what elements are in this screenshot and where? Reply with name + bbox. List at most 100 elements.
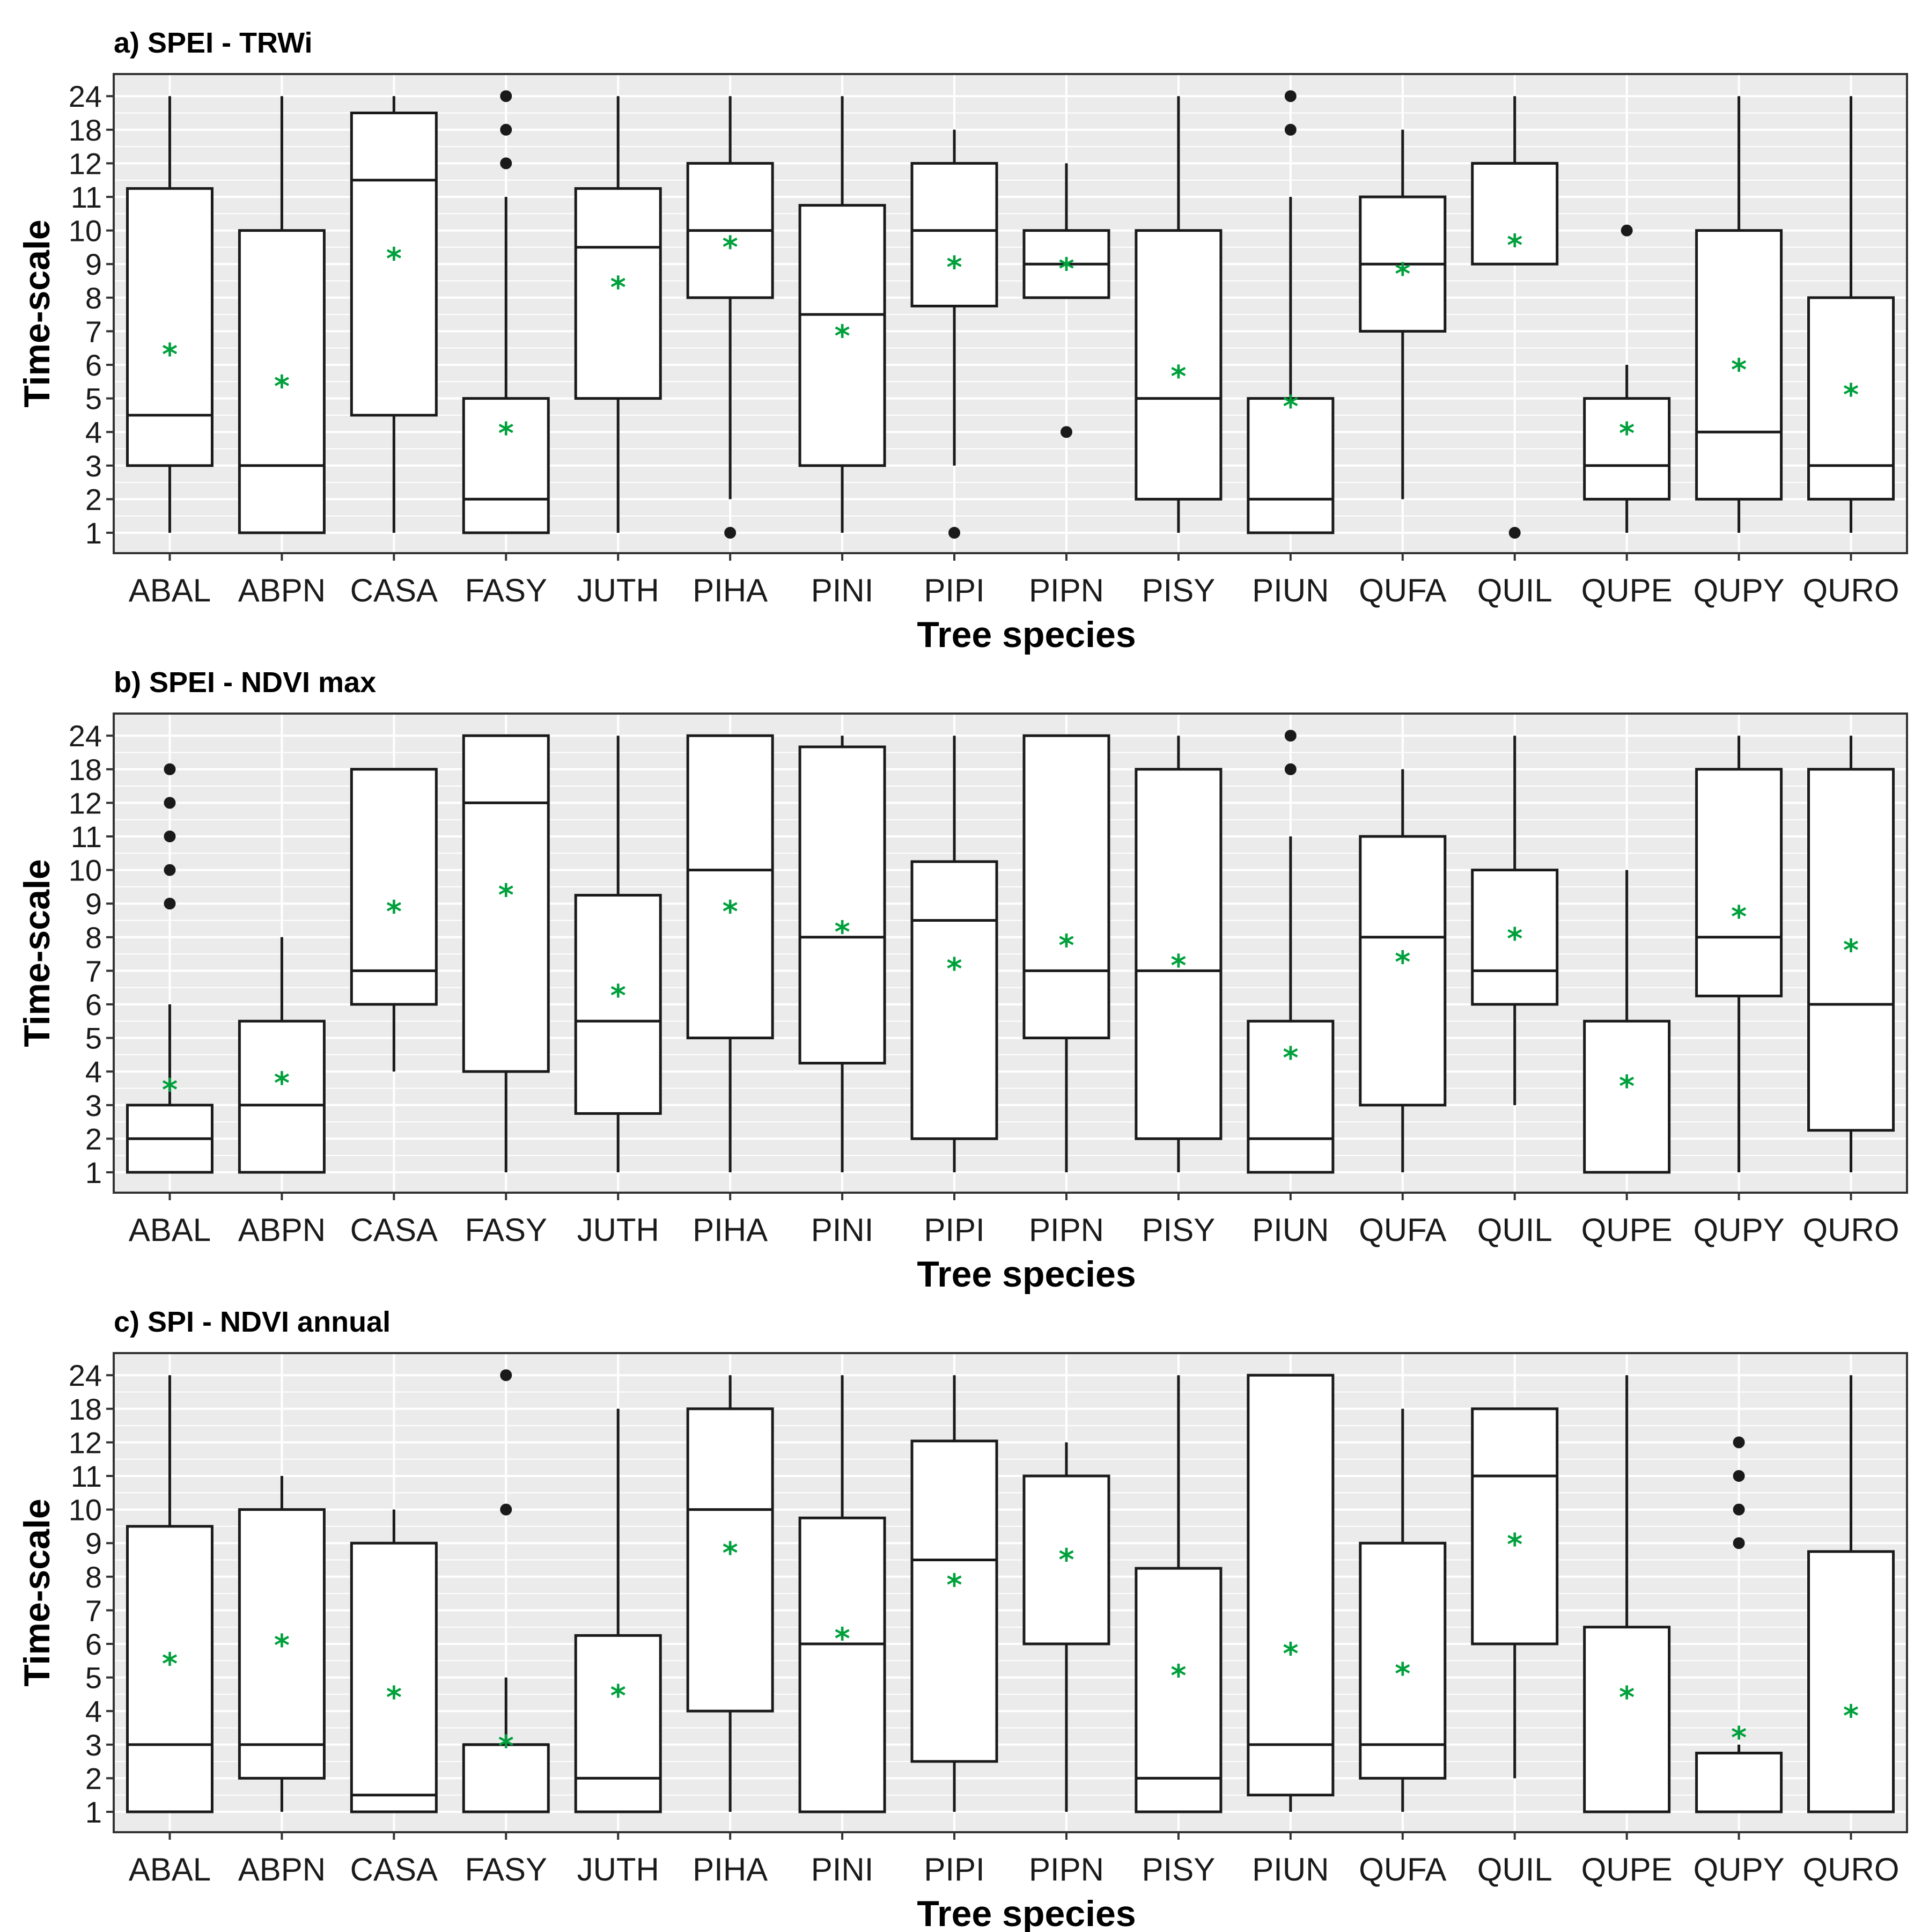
x-tick-label: PIUN — [1252, 1212, 1329, 1248]
y-tick-label: 10 — [69, 214, 102, 248]
y-tick-label: 10 — [69, 854, 102, 887]
y-tick-label: 3 — [85, 449, 102, 483]
outlier-point — [500, 123, 512, 136]
outlier-point — [1508, 527, 1521, 539]
mean-marker: * — [1395, 945, 1410, 980]
x-tick-label: PISY — [1142, 572, 1216, 608]
x-tick-label: QUIL — [1477, 572, 1552, 608]
x-tick-label: PIUN — [1252, 572, 1329, 608]
mean-marker: * — [1843, 934, 1859, 968]
box-iqr — [686, 734, 774, 1040]
mean-marker: * — [834, 1621, 850, 1656]
box-iqr — [126, 187, 213, 467]
box-iqr — [350, 1541, 438, 1813]
mean-marker: * — [1058, 252, 1074, 287]
mean-marker: * — [386, 1680, 402, 1715]
x-axis-title: Tree species — [917, 1893, 1136, 1932]
box-iqr — [1583, 1019, 1671, 1174]
x-tick-label: PINI — [811, 572, 874, 608]
mean-marker: * — [610, 1679, 626, 1714]
outlier-point — [500, 90, 512, 102]
box-iqr — [126, 1525, 213, 1813]
box-iqr — [574, 1634, 662, 1813]
y-tick-label: 1 — [85, 516, 102, 550]
y-tick-label: 6 — [85, 348, 102, 382]
box-iqr — [1471, 1407, 1559, 1645]
outlier-point — [1733, 1470, 1745, 1482]
box-iqr — [574, 187, 662, 400]
box-iqr — [1695, 768, 1783, 997]
mean-marker: * — [723, 895, 738, 930]
x-tick-label: QUPY — [1694, 572, 1785, 608]
mean-marker: * — [498, 878, 514, 913]
x-tick-label: FASY — [465, 1212, 547, 1248]
box-iqr — [1807, 1550, 1895, 1813]
box-iqr — [798, 204, 886, 467]
box-iqr — [238, 229, 326, 534]
box-iqr — [1135, 229, 1223, 501]
mean-marker: * — [1843, 378, 1859, 413]
x-tick-label: QUFA — [1359, 1212, 1446, 1248]
x-tick-label: PIPN — [1029, 1852, 1104, 1887]
panel-border — [113, 1352, 1908, 1833]
y-tick-label: 24 — [69, 1358, 102, 1392]
box-iqr — [686, 1407, 774, 1713]
y-tick-label: 3 — [85, 1089, 102, 1122]
outlier-point — [164, 898, 176, 910]
outlier-point — [500, 1369, 512, 1382]
y-tick-label: 18 — [69, 1392, 102, 1426]
box-iqr — [1471, 869, 1559, 1006]
y-tick-label: 2 — [85, 1761, 102, 1795]
x-tick-label: ABPN — [238, 1852, 326, 1887]
outlier-point — [1733, 1537, 1745, 1549]
outlier-point — [164, 831, 176, 842]
mean-marker: * — [1731, 352, 1747, 387]
y-tick-label: 11 — [71, 820, 102, 854]
mean-marker: * — [1395, 257, 1410, 292]
x-tick-label: QUIL — [1477, 1212, 1552, 1248]
x-tick-label: QUPE — [1581, 1212, 1673, 1248]
y-axis-title: Time-scale — [17, 1498, 57, 1686]
outlier-point — [1733, 1436, 1745, 1449]
box-iqr — [1247, 1373, 1335, 1797]
x-tick-label: FASY — [465, 572, 547, 608]
y-tick-label: 4 — [85, 1694, 102, 1728]
mean-marker: * — [723, 1536, 738, 1571]
mean-marker: * — [1170, 359, 1186, 394]
y-tick-label: 4 — [85, 415, 102, 449]
x-tick-label: ABPN — [238, 572, 326, 608]
box-iqr — [350, 112, 438, 417]
x-tick-label: ABPN — [238, 1212, 326, 1248]
mean-marker: * — [1395, 1657, 1410, 1692]
y-tick-label: 1 — [85, 1156, 102, 1189]
mean-marker: * — [1170, 949, 1186, 983]
y-tick-label: 3 — [85, 1728, 102, 1762]
box-iqr — [1022, 734, 1110, 1040]
mean-marker: * — [274, 370, 290, 405]
box-iqr — [1695, 229, 1783, 501]
outlier-point — [164, 797, 176, 809]
y-tick-label: 18 — [69, 113, 102, 147]
y-tick-label: 6 — [85, 1627, 102, 1661]
mean-marker: * — [1731, 900, 1747, 935]
panel-title: a) SPEI - TRWi — [114, 27, 313, 59]
x-tick-label: QUPE — [1581, 1852, 1673, 1887]
mean-marker: * — [1283, 390, 1298, 424]
y-tick-label: 2 — [85, 482, 102, 516]
y-tick-label: 8 — [85, 281, 102, 315]
mean-marker: * — [1170, 1658, 1186, 1693]
mean-marker: * — [162, 1647, 178, 1681]
outlier-point — [1733, 1503, 1745, 1516]
x-tick-label: QUIL — [1477, 1852, 1552, 1887]
x-tick-label: ABAL — [129, 572, 211, 608]
panel-border — [113, 73, 1908, 554]
box-iqr — [1583, 397, 1671, 501]
box-iqr — [1247, 397, 1335, 534]
x-tick-label: PIPI — [924, 1852, 984, 1887]
outlier-point — [164, 763, 176, 775]
x-tick-label: PINI — [811, 1852, 874, 1887]
x-tick-label: PIPI — [924, 1212, 984, 1248]
box-iqr — [910, 161, 998, 307]
x-tick-label: PINI — [811, 1212, 874, 1248]
mean-marker: * — [946, 952, 962, 987]
